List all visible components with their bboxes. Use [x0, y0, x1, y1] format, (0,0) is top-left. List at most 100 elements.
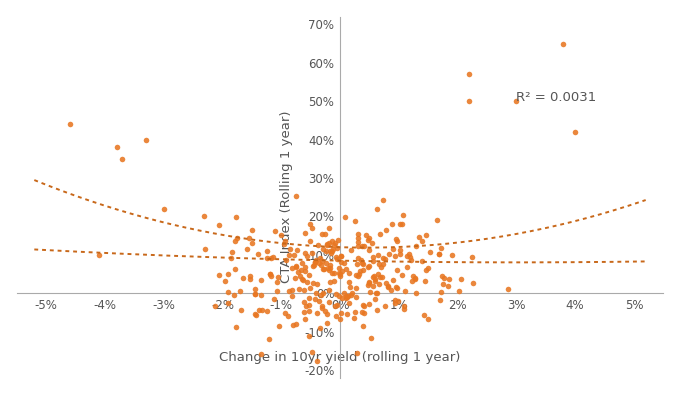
Point: [464, 98, 475, 105]
Point: [400, 287, 411, 294]
Point: [327, 248, 338, 255]
Point: [282, 313, 293, 319]
Point: [270, 228, 281, 234]
Point: [273, 323, 284, 329]
Point: [341, 295, 352, 301]
Point: [304, 272, 315, 278]
Point: [300, 316, 311, 322]
Point: [237, 275, 248, 281]
Point: [342, 310, 353, 317]
Point: [362, 282, 373, 288]
Point: [250, 286, 260, 293]
Point: [300, 268, 311, 275]
Point: [362, 236, 373, 243]
Point: [405, 253, 415, 260]
Point: [570, 129, 581, 135]
Point: [372, 307, 383, 313]
Point: [416, 258, 427, 264]
Point: [437, 281, 448, 287]
Point: [374, 261, 385, 268]
Point: [334, 293, 345, 299]
Point: [261, 248, 272, 254]
Point: [223, 289, 234, 295]
Point: [357, 267, 368, 273]
Point: [328, 242, 339, 248]
Point: [322, 241, 333, 247]
Point: [288, 252, 299, 258]
Point: [247, 227, 258, 233]
Point: [247, 240, 258, 246]
Point: [391, 238, 402, 245]
Point: [244, 276, 255, 282]
Point: [313, 297, 324, 304]
Point: [338, 260, 349, 267]
Point: [307, 348, 318, 355]
Point: [265, 273, 276, 279]
Point: [322, 320, 333, 327]
Point: [456, 276, 466, 283]
Point: [387, 221, 398, 227]
Point: [265, 271, 275, 278]
Point: [313, 242, 324, 249]
Point: [369, 296, 380, 303]
Point: [396, 221, 407, 227]
Point: [354, 268, 365, 274]
Point: [334, 270, 345, 276]
Point: [335, 253, 346, 260]
Point: [338, 290, 349, 297]
Point: [372, 206, 383, 212]
Point: [111, 144, 122, 150]
Point: [299, 309, 309, 316]
Point: [299, 264, 310, 270]
Point: [381, 227, 392, 233]
Point: [320, 260, 331, 266]
Point: [432, 217, 443, 223]
Point: [222, 270, 233, 277]
Point: [464, 71, 475, 78]
Point: [344, 269, 355, 276]
Point: [295, 273, 306, 279]
Point: [331, 245, 342, 251]
Point: [443, 282, 454, 289]
Point: [423, 316, 434, 322]
Point: [324, 262, 335, 268]
Point: [64, 121, 75, 128]
Point: [371, 289, 382, 296]
Point: [323, 265, 334, 271]
Point: [280, 238, 291, 244]
Point: [292, 247, 303, 253]
Point: [284, 288, 294, 295]
Point: [375, 263, 386, 270]
Point: [420, 267, 431, 273]
Point: [200, 246, 211, 253]
Point: [454, 288, 464, 294]
Point: [356, 260, 367, 267]
Point: [234, 288, 245, 295]
Point: [117, 156, 128, 162]
Point: [360, 232, 371, 238]
Point: [353, 235, 364, 242]
Point: [337, 295, 347, 301]
Point: [356, 309, 367, 315]
Point: [386, 287, 396, 293]
Point: [293, 269, 304, 275]
Point: [268, 253, 279, 260]
Point: [158, 206, 169, 212]
Point: [354, 271, 365, 278]
Point: [369, 273, 379, 280]
Point: [327, 270, 338, 276]
Point: [320, 231, 330, 238]
Point: [214, 271, 224, 278]
Point: [351, 294, 362, 301]
Point: [447, 252, 458, 258]
Point: [324, 240, 335, 246]
Point: [210, 303, 221, 309]
Point: [222, 300, 233, 306]
Point: [467, 280, 478, 286]
Point: [394, 221, 405, 227]
Point: [310, 296, 321, 303]
Point: [398, 306, 409, 312]
Point: [353, 273, 364, 280]
Point: [366, 335, 377, 341]
Point: [330, 313, 341, 320]
